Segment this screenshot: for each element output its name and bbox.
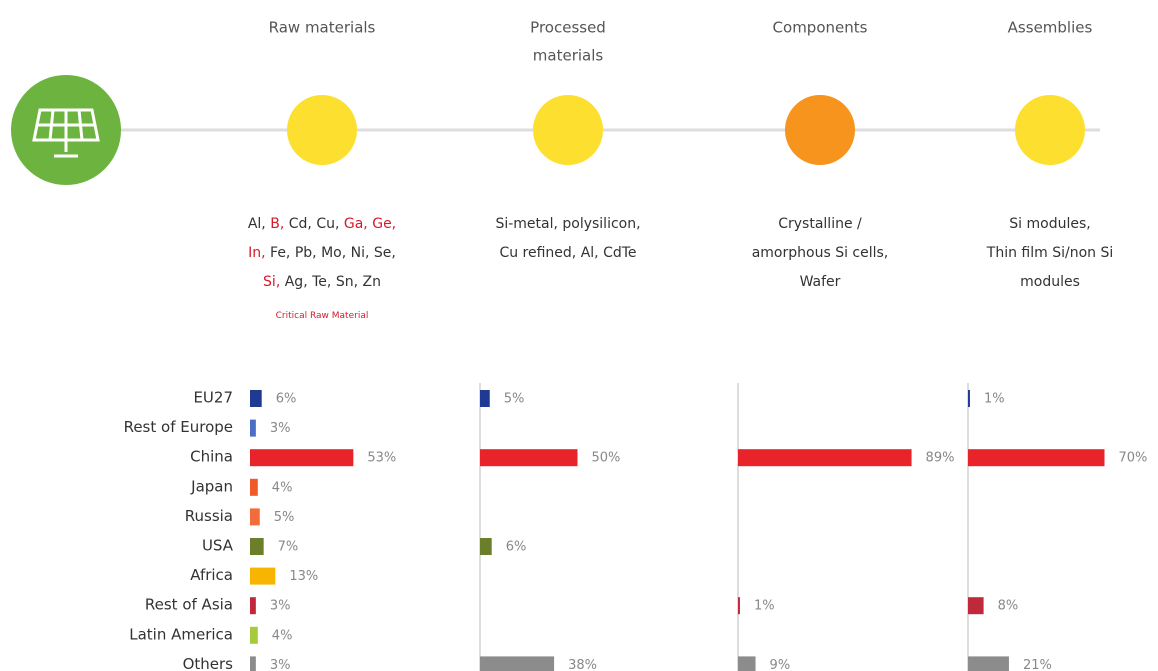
material: Sn,: [335, 274, 359, 290]
material: Ga,: [343, 216, 368, 232]
bar: [480, 449, 578, 467]
material: Mo,: [321, 245, 347, 261]
bar: [250, 508, 260, 526]
value-label: 4%: [272, 628, 293, 643]
bar: [250, 449, 354, 467]
description-line: Wafer: [799, 274, 841, 290]
value-label: 8%: [998, 599, 1019, 614]
bar: [480, 656, 555, 671]
value-label: 6%: [506, 540, 527, 555]
bar: [250, 597, 256, 615]
bar: [250, 538, 264, 555]
description-line: Crystalline /: [778, 216, 862, 232]
material: Cd,: [288, 216, 312, 232]
description-line: amorphous Si cells,: [751, 245, 889, 261]
bar: [250, 419, 256, 437]
bar: [968, 449, 1105, 467]
region-label: Africa: [190, 566, 233, 584]
value-label: 21%: [1023, 658, 1052, 671]
value-label: 1%: [754, 599, 775, 614]
value-label: 38%: [568, 658, 597, 671]
bar: [250, 390, 262, 407]
region-label: USA: [202, 537, 234, 555]
description-line: Thin film Si/non Si: [986, 245, 1114, 261]
description-line: Si modules,: [1009, 216, 1091, 232]
stage-circle: [1015, 95, 1085, 165]
material: Ge,: [372, 216, 397, 232]
region-label: Rest of Asia: [145, 596, 233, 614]
material: Te,: [312, 274, 332, 290]
stage-circle: [785, 95, 855, 165]
description-line: Si-metal, polysilicon,: [495, 216, 641, 232]
bar: [738, 656, 756, 671]
stage-description: Si-metal, polysilicon, Cu refined, Al, Cd…: [473, 210, 663, 268]
stage-description: Crystalline / amorphous Si cells, Wafer: [725, 210, 915, 297]
stage-title: Processed: [530, 19, 606, 37]
value-label: 70%: [1119, 451, 1148, 466]
value-label: 50%: [592, 451, 621, 466]
material: Zn: [362, 274, 381, 290]
stage-title: Components: [773, 19, 868, 37]
description-line: Cu refined, Al, CdTe: [499, 245, 637, 261]
region-label: EU27: [193, 389, 233, 407]
value-label: 5%: [504, 392, 525, 407]
bar: [968, 656, 1009, 671]
bar: [738, 449, 912, 467]
material: B,: [270, 216, 285, 232]
stage-description: Al, B, Cd, Cu, Ga, Ge, In, Fe, Pb, Mo, N…: [242, 210, 402, 323]
bar: [250, 567, 276, 585]
stage-title: materials: [533, 47, 604, 65]
stage-description: Si modules, Thin film Si/non Si modules: [955, 210, 1145, 297]
bar: [480, 538, 492, 555]
value-label: 3%: [270, 599, 291, 614]
stage-circle: [287, 95, 357, 165]
region-label: Japan: [190, 477, 233, 495]
description-line: modules: [1020, 274, 1080, 290]
region-label: China: [190, 448, 233, 466]
material: Fe,: [270, 245, 291, 261]
material: In,: [248, 245, 266, 261]
stage-circle: [533, 95, 603, 165]
value-label: 9%: [770, 658, 791, 671]
stage-title: Assemblies: [1008, 19, 1093, 37]
region-label: Latin America: [129, 625, 233, 643]
region-label: Russia: [185, 507, 233, 525]
value-label: 6%: [276, 392, 297, 407]
material: Ni,: [350, 245, 370, 261]
value-label: 5%: [274, 510, 295, 525]
value-label: 4%: [272, 480, 293, 495]
value-label: 7%: [278, 540, 299, 555]
value-label: 13%: [289, 569, 318, 584]
value-label: 3%: [270, 658, 291, 671]
material: Pb,: [294, 245, 317, 261]
stage-title: Raw materials: [269, 19, 376, 37]
value-label: 3%: [270, 421, 291, 436]
solar-icon: [11, 75, 121, 185]
bar: [738, 597, 740, 615]
material: Ag,: [284, 274, 308, 290]
value-label: 53%: [367, 451, 396, 466]
bar: [480, 390, 490, 407]
bar: [250, 626, 258, 644]
material: Se,: [373, 245, 396, 261]
critical-note: Critical Raw Material: [275, 311, 369, 321]
bar: [250, 478, 258, 496]
material: Si,: [263, 274, 281, 290]
value-label: 1%: [984, 392, 1005, 407]
region-label: Rest of Europe: [124, 418, 233, 436]
material: Cu,: [316, 216, 340, 232]
bar: [250, 656, 256, 671]
material: Al,: [247, 216, 266, 232]
bar: [968, 390, 970, 407]
bar: [968, 597, 984, 615]
value-label: 89%: [926, 451, 955, 466]
region-label: Others: [183, 655, 234, 671]
